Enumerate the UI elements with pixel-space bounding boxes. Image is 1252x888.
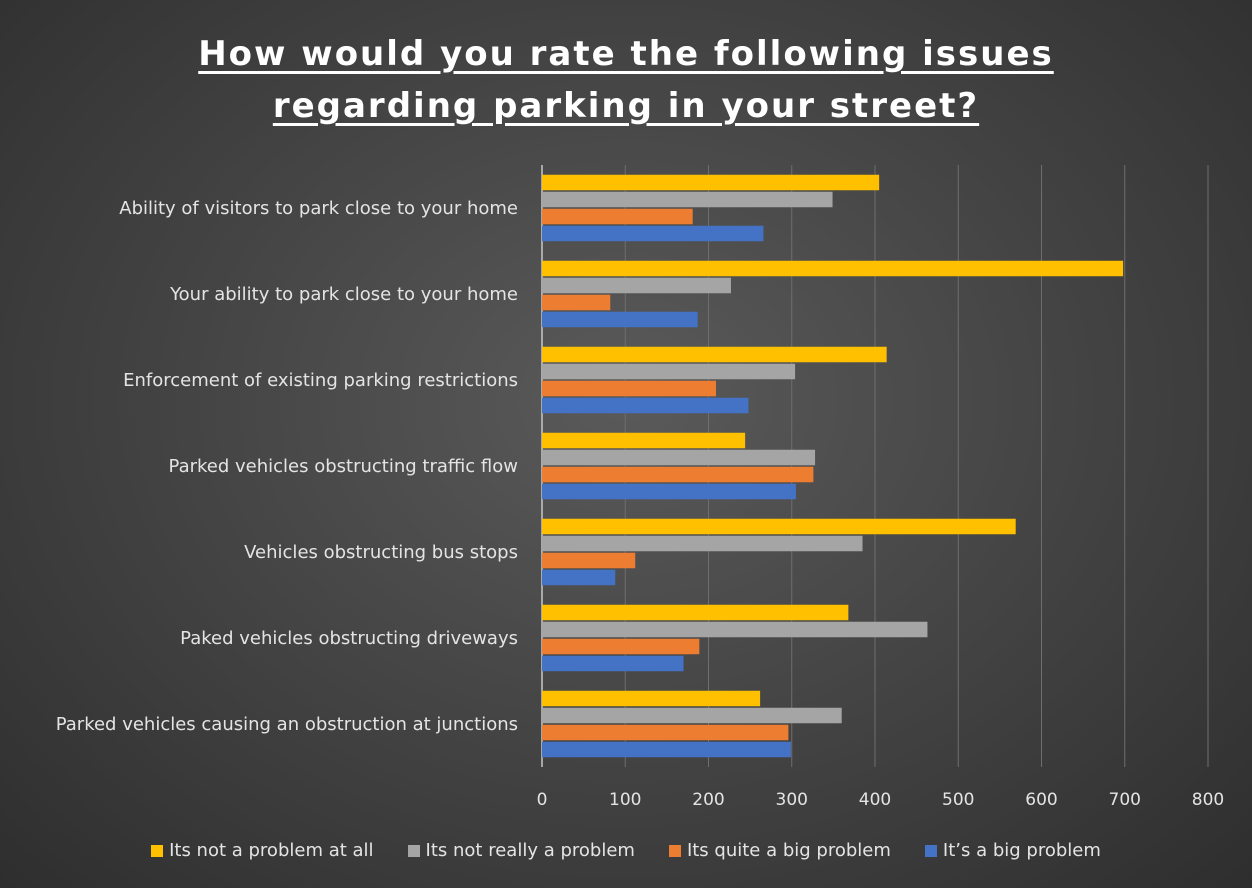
category-label: Parked vehicles obstructing traffic flow xyxy=(169,456,518,477)
bar xyxy=(542,277,731,294)
legend-swatch xyxy=(668,844,681,857)
legend-swatch xyxy=(151,844,164,857)
bar xyxy=(542,174,880,191)
legend-swatch xyxy=(407,844,420,857)
bar xyxy=(542,621,928,638)
bar xyxy=(542,363,796,380)
bar xyxy=(542,397,749,414)
legend-item: Its not really a problem xyxy=(407,840,635,861)
chart-title-line-1: How would you rate the following issues xyxy=(198,34,1054,74)
x-tick-label: 200 xyxy=(692,790,724,810)
legend: Its not a problem at all Its not really a… xyxy=(0,840,1252,861)
x-tick-label: 500 xyxy=(942,790,974,810)
bar xyxy=(542,432,746,449)
category-label: Parked vehicles causing an obstruction a… xyxy=(56,714,518,735)
bar xyxy=(542,552,636,569)
x-tick-label: 300 xyxy=(776,790,808,810)
bar xyxy=(542,707,842,724)
bar xyxy=(542,535,863,552)
x-tick-label: 0 xyxy=(537,790,548,810)
bar xyxy=(542,518,1016,535)
bar xyxy=(542,311,698,328)
bar xyxy=(542,294,611,311)
bar xyxy=(542,449,816,466)
x-tick-label: 400 xyxy=(859,790,891,810)
bar xyxy=(542,483,796,500)
legend-label: Its quite a big problem xyxy=(686,840,891,861)
bar xyxy=(542,208,693,225)
chart-title-line-2: regarding parking in your street? xyxy=(272,86,980,126)
x-tick-label: 700 xyxy=(1109,790,1141,810)
bar xyxy=(542,690,761,707)
category-label: Enforcement of existing parking restrict… xyxy=(123,370,518,391)
bar xyxy=(542,380,716,397)
x-tick-label: 800 xyxy=(1192,790,1224,810)
category-label: Vehicles obstructing bus stops xyxy=(244,542,518,563)
legend-item: Its not a problem at all xyxy=(151,840,374,861)
category-label: Ability of visitors to park close to you… xyxy=(119,198,518,219)
bar xyxy=(542,346,887,363)
category-label: Paked vehicles obstructing driveways xyxy=(180,628,518,649)
bar xyxy=(542,225,764,242)
legend-label: Its not a problem at all xyxy=(169,840,374,861)
category-label: Your ability to park close to your home xyxy=(169,284,518,305)
chart-title: How would you rate the following issues … xyxy=(0,28,1252,132)
legend-swatch xyxy=(924,844,937,857)
bar xyxy=(542,741,791,758)
legend-item: Its quite a big problem xyxy=(668,840,891,861)
bar xyxy=(542,655,684,672)
bar xyxy=(542,569,616,586)
bar xyxy=(542,604,849,621)
bar xyxy=(542,724,789,741)
legend-label: It’s a big problem xyxy=(942,840,1101,861)
x-tick-label: 100 xyxy=(609,790,641,810)
bar xyxy=(542,191,833,208)
bar xyxy=(542,260,1124,277)
legend-label: Its not really a problem xyxy=(425,840,635,861)
bar xyxy=(542,638,700,655)
x-tick-label: 600 xyxy=(1025,790,1057,810)
bar xyxy=(542,466,814,483)
legend-item: It’s a big problem xyxy=(924,840,1101,861)
